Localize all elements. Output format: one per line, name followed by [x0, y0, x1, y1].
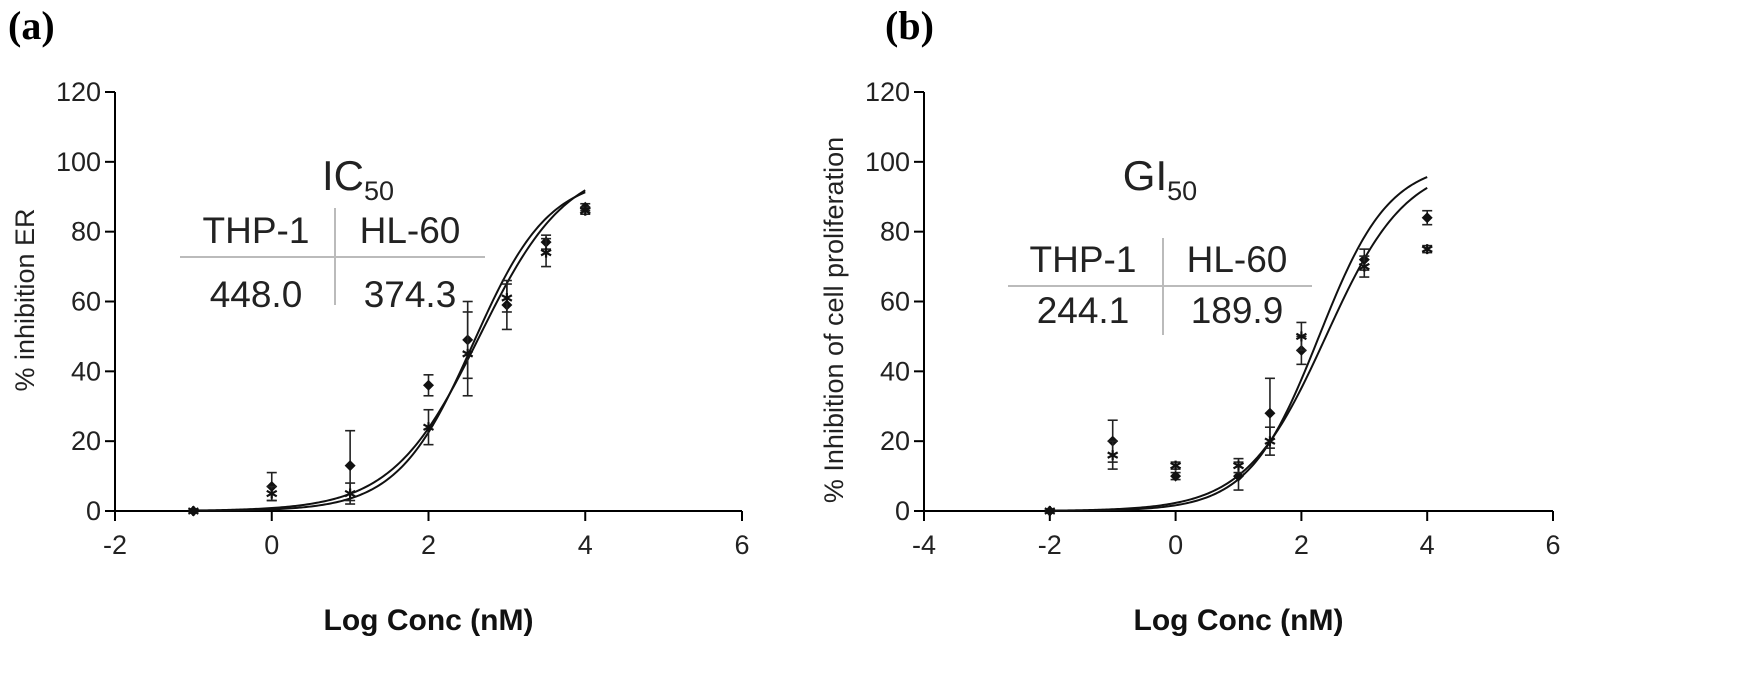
- data-point-asterisk: [1107, 450, 1119, 461]
- data-point-asterisk: [579, 205, 591, 216]
- x-tick-label: -2: [103, 530, 127, 560]
- y-tick-label: 40: [880, 356, 910, 386]
- x-tick-label: 0: [1168, 530, 1183, 560]
- y-tick-label: 0: [895, 496, 910, 526]
- inset-value-thp1: 244.1: [1037, 290, 1130, 331]
- inset-header-hl60: HL-60: [360, 210, 461, 251]
- x-tick-label: 4: [1420, 530, 1435, 560]
- y-tick-label: 120: [865, 77, 910, 107]
- y-axis-label: % inhibition ER: [10, 208, 40, 391]
- chart-b: 0 20 40 60 80 100 120 -4 -2 0 2 4 6 Log Conc (nM) % In…: [819, 77, 1561, 637]
- data-point-asterisk: [501, 293, 513, 304]
- x-tick-label: -2: [1038, 530, 1062, 560]
- y-axis-label: % Inhibition of cell proliferation: [819, 137, 849, 503]
- inset-value-hl60: 374.3: [364, 274, 457, 315]
- data-point-asterisk: [1044, 506, 1056, 516]
- panel-label: (a): [8, 3, 55, 48]
- x-axis-label: Log Conc (nM): [1134, 604, 1344, 637]
- inset-value-hl60: 189.9: [1191, 290, 1284, 331]
- inset-header-thp1: THP-1: [1030, 239, 1137, 280]
- x-tick-label: 6: [734, 530, 749, 560]
- x-tick-label: 0: [264, 530, 279, 560]
- y-tick-label: 80: [71, 217, 101, 247]
- data-point-asterisk: [1264, 436, 1276, 447]
- fit-curve: [193, 191, 586, 512]
- data-point-asterisk: [1232, 460, 1245, 471]
- panel-a: (a) 0 20 40 60 80 100 120 -2 0 2 4 6 Log Conc (nM)% …: [0, 0, 876, 686]
- x-tick-label: 6: [1545, 530, 1560, 560]
- y-tick-label: 60: [880, 287, 910, 317]
- y-tick-label: 40: [71, 356, 101, 386]
- x-tick-label: 4: [578, 530, 593, 560]
- data-point-asterisk: [1421, 244, 1433, 255]
- data-point-asterisk: [187, 506, 199, 516]
- data-point-asterisk: [344, 488, 356, 499]
- x-tick-label: 2: [1294, 530, 1309, 560]
- inset-header-thp1: THP-1: [203, 210, 310, 251]
- y-tick-label: 100: [56, 147, 101, 177]
- x-tick-label: 2: [421, 530, 436, 560]
- fit-curve: [193, 189, 586, 512]
- data-point-diamond: [344, 460, 356, 472]
- y-tick-label: 120: [56, 77, 101, 107]
- data-point-asterisk: [422, 422, 435, 433]
- y-tick-label: 80: [880, 217, 910, 247]
- data-point-asterisk: [1295, 331, 1307, 342]
- data-point-asterisk: [1170, 460, 1182, 471]
- x-tick-label: -4: [912, 530, 936, 560]
- x-axis-label: Log Conc (nM): [324, 604, 534, 637]
- y-tick-label: 60: [71, 287, 101, 317]
- panel-label: (b): [885, 3, 934, 48]
- data-point-diamond: [1421, 212, 1433, 224]
- data-point-diamond: [1264, 407, 1276, 419]
- data-point-asterisk: [266, 488, 278, 499]
- y-tick-label: 20: [71, 426, 101, 456]
- inset-header-hl60: HL-60: [1187, 239, 1288, 280]
- inset-title: GI50: [1123, 152, 1197, 206]
- data-point-diamond: [423, 379, 434, 391]
- panel-b: (b) 0 20 40 60 80 100 120 -4 -2 0 2 4 6 Log Conc (nM)…: [819, 0, 1753, 686]
- data-point-asterisk: [1358, 261, 1370, 272]
- inset-title: IC50: [322, 152, 394, 206]
- data-point-asterisk: [540, 247, 552, 258]
- data-point-asterisk: [462, 348, 474, 359]
- y-tick-label: 100: [865, 147, 910, 177]
- y-tick-label: 0: [86, 496, 101, 526]
- inset-value-thp1: 448.0: [210, 274, 303, 315]
- data-point-diamond: [1170, 470, 1182, 482]
- y-tick-label: 20: [880, 426, 910, 456]
